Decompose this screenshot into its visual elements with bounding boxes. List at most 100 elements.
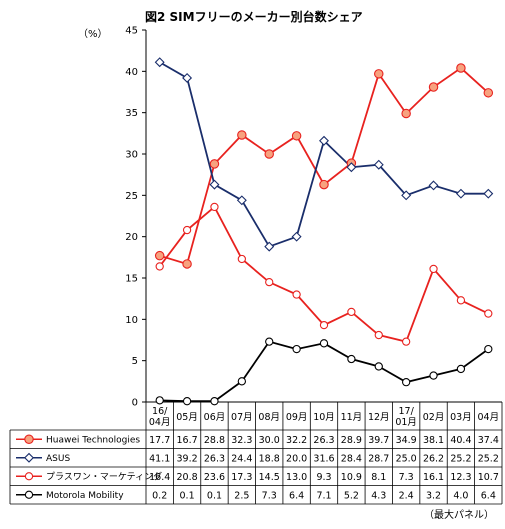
data-point xyxy=(374,362,383,371)
data-point xyxy=(319,339,329,348)
x-category-label: 12月 xyxy=(368,412,390,423)
x-category-label: 02月 xyxy=(423,412,445,423)
y-axis-label: （%） xyxy=(78,28,108,40)
data-point xyxy=(346,162,357,173)
data-table-cell: 25.0 xyxy=(396,453,417,464)
data-table-cell: 6.4 xyxy=(289,490,304,501)
chart-note: （最大パネル） xyxy=(424,508,494,521)
data-point xyxy=(319,320,329,330)
data-table-cell: 31.6 xyxy=(313,453,334,464)
x-category-label: 01月 xyxy=(395,417,417,428)
y-tick-label: 0 xyxy=(132,398,138,409)
x-category-label: 05月 xyxy=(176,412,198,423)
x-category-label: 07月 xyxy=(231,412,253,423)
data-table-cell: 4.3 xyxy=(371,490,386,501)
data-point xyxy=(236,195,247,206)
x-category-label: 08月 xyxy=(258,412,280,423)
data-table-cell: 38.1 xyxy=(423,435,444,446)
data-point xyxy=(429,371,438,380)
data-point xyxy=(484,309,493,318)
data-point xyxy=(210,202,219,212)
data-table-cell: 18.8 xyxy=(259,453,280,464)
chart-title: 図2 SIMフリーのメーカー別台数シェア xyxy=(145,9,363,24)
data-table-cell: 39.2 xyxy=(176,453,197,464)
data-table-cell: 39.7 xyxy=(368,435,389,446)
x-category-label: 03月 xyxy=(450,412,472,423)
data-table-cell: 9.3 xyxy=(316,472,331,483)
data-table-cell: 0.1 xyxy=(207,490,222,501)
data-point xyxy=(209,179,220,190)
data-point xyxy=(182,72,193,83)
data-point xyxy=(319,135,329,146)
data-point xyxy=(456,296,466,305)
x-category-label: 09月 xyxy=(286,412,308,423)
data-table-cell: 23.6 xyxy=(204,472,225,483)
x-category-label: 17/ xyxy=(399,406,415,417)
data-table-cell: 10.7 xyxy=(478,472,499,483)
data-point xyxy=(347,354,356,364)
data-table-cell: 0.2 xyxy=(152,490,167,501)
data-table-cell: 4.0 xyxy=(453,490,468,501)
data-point xyxy=(155,396,164,405)
data-point xyxy=(154,57,165,68)
data-table-cell: 25.2 xyxy=(478,453,499,464)
data-table-cell: 2.4 xyxy=(399,490,414,501)
series-line xyxy=(159,340,489,403)
series-line xyxy=(159,61,489,248)
data-table-cell: 37.4 xyxy=(478,435,499,446)
y-tick-label: 10 xyxy=(125,315,138,326)
x-category-label: 06月 xyxy=(204,412,226,423)
data-table-cell: 34.9 xyxy=(396,435,417,446)
y-tick-label: 40 xyxy=(125,67,138,78)
data-point xyxy=(182,397,192,406)
data-point xyxy=(347,307,356,317)
x-category-label: 04月 xyxy=(149,417,171,428)
data-table-cell: 13.0 xyxy=(286,472,307,483)
data-point xyxy=(291,131,302,141)
data-point xyxy=(292,344,301,354)
data-table-cell: 17.3 xyxy=(231,472,252,483)
y-tick-label: 15 xyxy=(125,274,138,285)
data-point xyxy=(428,180,439,191)
data-point xyxy=(154,250,165,261)
data-point xyxy=(265,277,274,287)
data-table-cell: 24.4 xyxy=(231,453,252,464)
data-point xyxy=(428,82,439,92)
data-table-cell: 40.4 xyxy=(450,435,471,446)
y-tick-label: 5 xyxy=(132,356,138,367)
data-point xyxy=(237,130,247,140)
x-category-label: 11月 xyxy=(341,412,363,423)
data-table-cell: 10.9 xyxy=(341,472,362,483)
data-point xyxy=(402,378,411,387)
legend-label: Huawei Technologies xyxy=(46,436,140,446)
data-point xyxy=(455,188,466,199)
data-point xyxy=(292,290,301,299)
data-table-cell: 25.2 xyxy=(450,453,471,464)
data-table-cell: 5.2 xyxy=(344,490,359,501)
data-point xyxy=(374,330,383,340)
data-table-cell: 20.8 xyxy=(176,472,197,483)
data-table-cell: 26.3 xyxy=(204,453,225,464)
data-point xyxy=(264,241,275,252)
data-table-cell: 32.3 xyxy=(231,435,252,446)
data-point xyxy=(456,63,466,73)
data-table-cell: 41.1 xyxy=(149,453,170,464)
data-point xyxy=(155,262,164,271)
data-point xyxy=(402,337,411,346)
data-point xyxy=(483,88,494,98)
data-point xyxy=(182,259,192,269)
data-point xyxy=(374,69,384,79)
data-point xyxy=(483,188,494,199)
data-point xyxy=(237,254,246,264)
data-point xyxy=(264,149,274,159)
data-table-cell: 30.0 xyxy=(259,435,280,446)
y-tick-label: 25 xyxy=(125,191,138,202)
data-point xyxy=(484,344,493,354)
y-tick-label: 35 xyxy=(125,108,138,119)
legend-marker xyxy=(24,472,34,481)
data-point xyxy=(401,108,411,119)
data-table-cell: 12.3 xyxy=(450,472,471,483)
data-point xyxy=(209,159,220,169)
data-table-cell: 6.4 xyxy=(481,490,496,501)
